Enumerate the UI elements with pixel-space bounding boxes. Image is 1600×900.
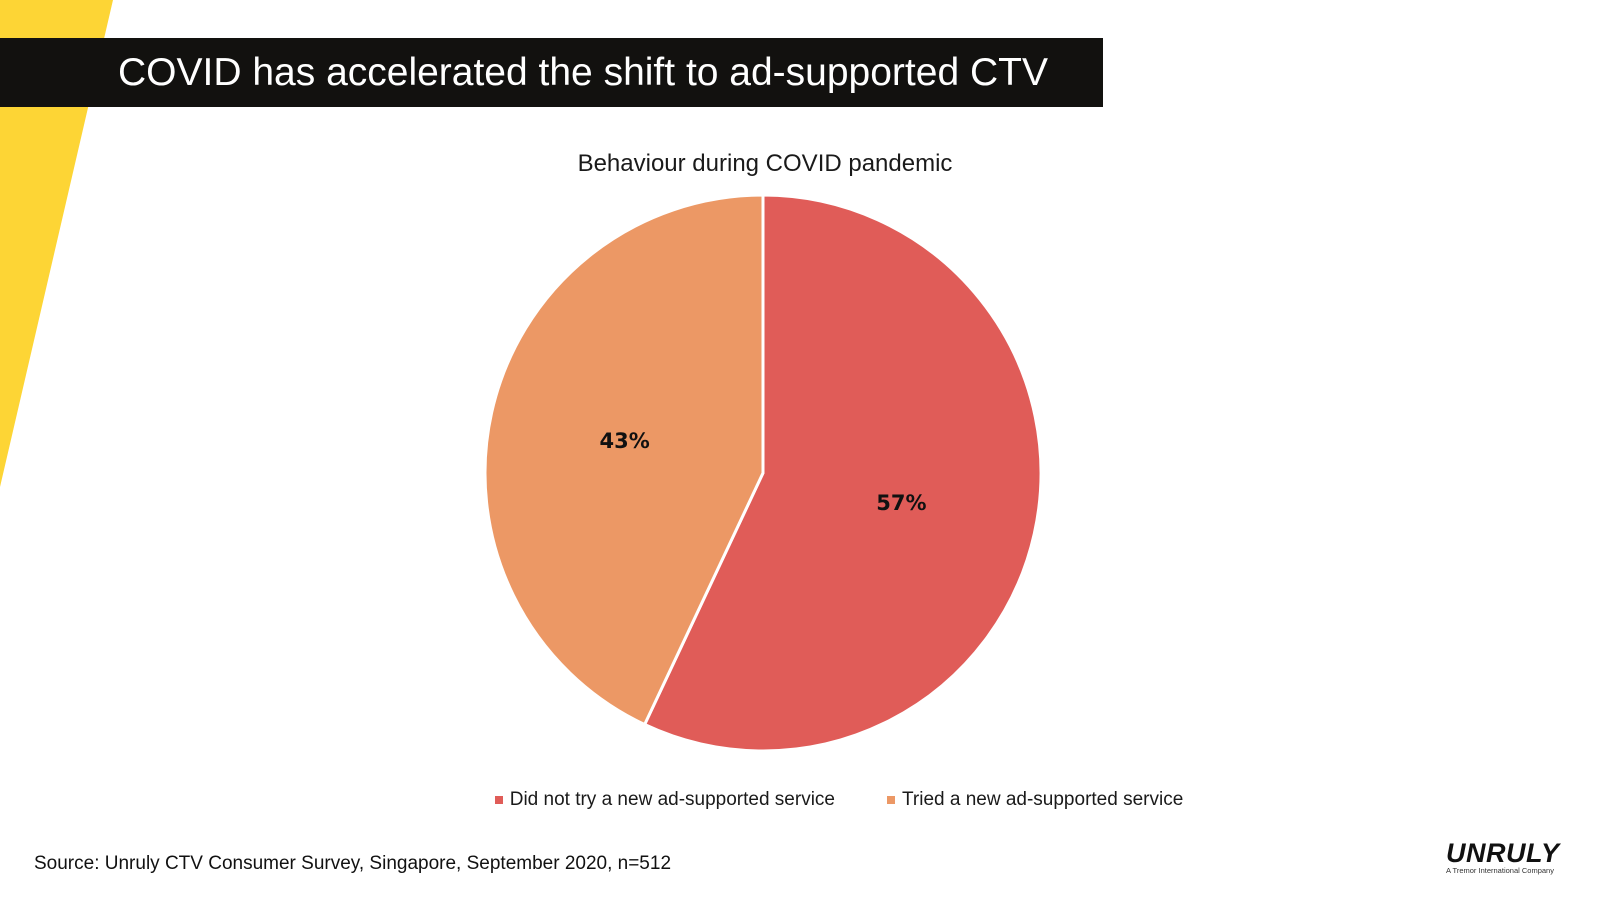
legend-item-did-not-try: Did not try a new ad-supported service (494, 789, 835, 811)
slide-title: COVID has accelerated the shift to ad-su… (118, 51, 1048, 94)
pie-slice-did-not-try (643, 193, 1043, 753)
unruly-logo: UNRULY A Tremor International Company (1446, 840, 1570, 876)
data-label-tried: 43% (600, 429, 650, 453)
pie-chart: 57% 43% (483, 193, 1043, 753)
title-bar: COVID has accelerated the shift to ad-su… (0, 38, 1103, 107)
legend-label-tried: Tried a new ad-supported service (902, 789, 1184, 810)
chart-title: Behaviour during COVID pandemic (577, 150, 953, 177)
legend-swatch-did-not-try (494, 796, 503, 804)
logo-tagline: A Tremor International Company (1446, 866, 1554, 875)
chart-legend: Did not try a new ad-supported service T… (0, 789, 1600, 811)
legend-item-tried: Tried a new ad-supported service (887, 789, 1183, 811)
data-label-did-not-try: 57% (876, 491, 926, 515)
legend-label-did-not-try: Did not try a new ad-supported service (509, 789, 835, 810)
pie-slice-tried (483, 193, 765, 727)
source-note: Source: Unruly CTV Consumer Survey, Sing… (34, 853, 672, 874)
logo-wordmark: UNRULY (1446, 838, 1560, 868)
legend-swatch-tried (887, 796, 895, 804)
